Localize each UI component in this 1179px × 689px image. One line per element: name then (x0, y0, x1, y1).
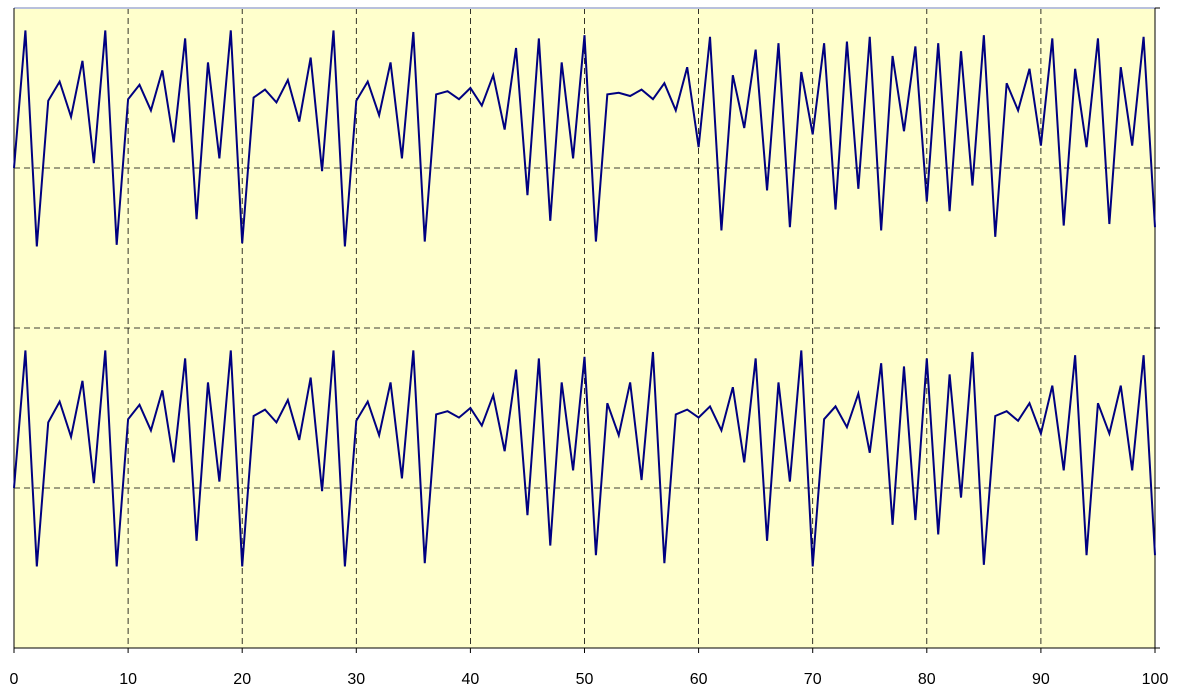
line (13, 30, 1156, 247)
x-tick-label: 30 (347, 671, 365, 688)
x-tick-label: 80 (918, 671, 936, 688)
x-tick-label: 40 (462, 671, 480, 688)
x-tick-label: 90 (1032, 671, 1050, 688)
line (13, 350, 1156, 567)
x-tick-label: 70 (804, 671, 822, 688)
x-tick-label: 100 (1142, 671, 1169, 688)
x-tick-label: 20 (233, 671, 251, 688)
x-tick-label: 0 (10, 671, 19, 688)
x-tick-label: 50 (576, 671, 594, 688)
x-tick-label: 10 (119, 671, 137, 688)
x-tick-label: 60 (690, 671, 708, 688)
